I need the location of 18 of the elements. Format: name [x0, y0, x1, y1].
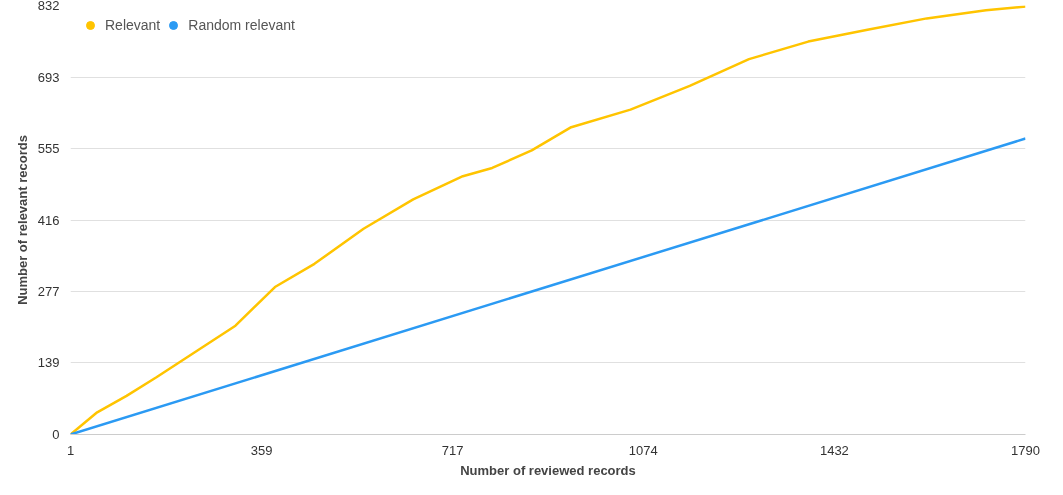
x-axis-title: Number of reviewed records: [460, 462, 636, 478]
y-tick-label: 832: [37, 0, 60, 13]
y-tick-label: 0: [52, 427, 60, 442]
legend-label: Relevant: [105, 17, 161, 33]
legend-label: Random relevant: [188, 17, 295, 33]
y-axis-title: Number of relevant records: [14, 135, 30, 305]
y-tick-label: 416: [37, 212, 60, 228]
line-series: [70, 5, 1026, 435]
x-tick-label: 1074: [628, 442, 658, 458]
y-tick-label: 139: [37, 355, 60, 371]
y-tick-label: 555: [37, 140, 60, 156]
x-tick-label: 359: [250, 442, 273, 458]
x-tick-label: 717: [441, 442, 464, 458]
x-tick-label: 1432: [819, 442, 849, 458]
y-tick-label: 693: [37, 69, 60, 85]
x-tick-label: 1: [66, 442, 75, 458]
y-tick-label: 277: [37, 284, 60, 300]
x-tick-label: 1790: [1011, 442, 1040, 458]
